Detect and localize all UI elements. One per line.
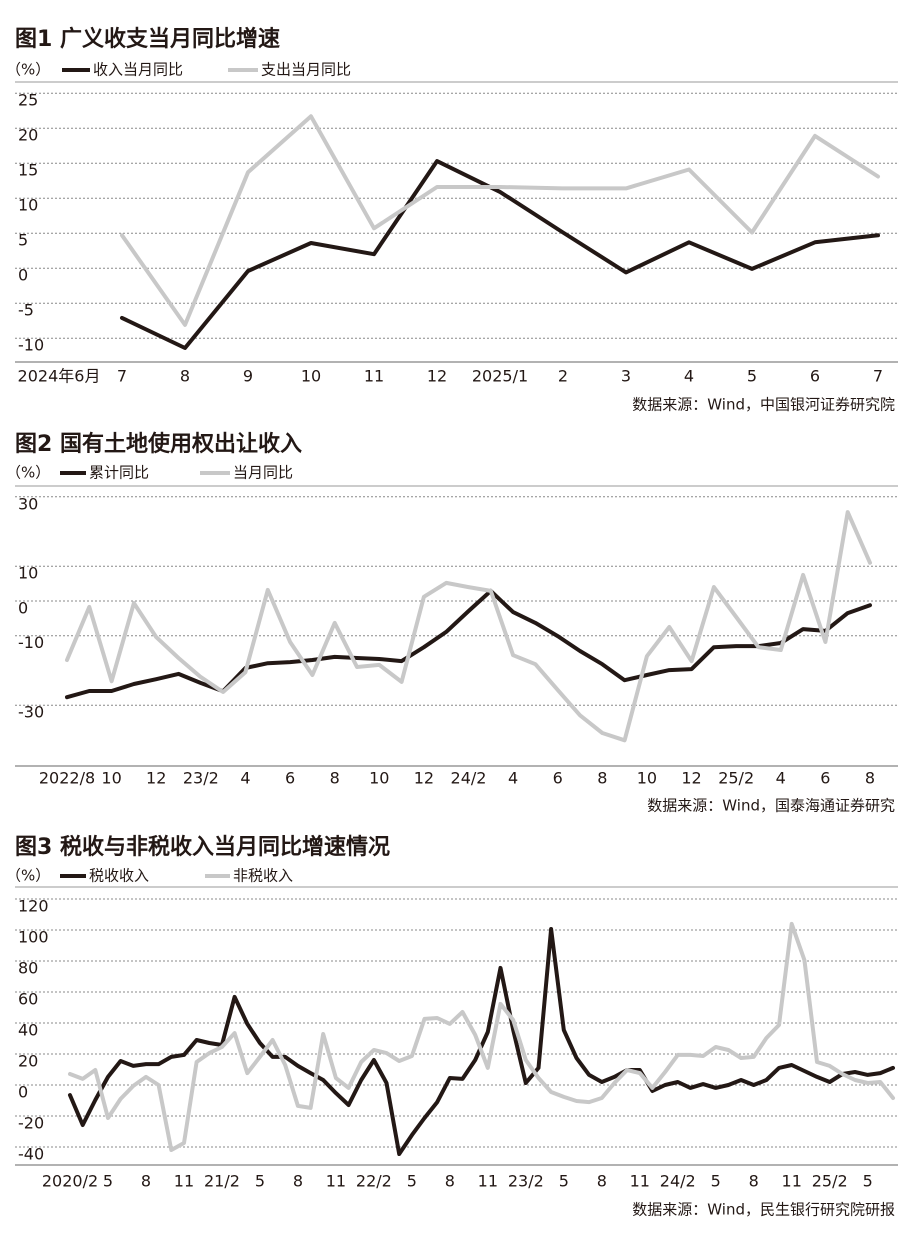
x-tick-label: 4 [240, 769, 250, 788]
x-tick-label: 5 [255, 1172, 265, 1191]
x-tick-label: 8 [597, 769, 607, 788]
x-tick-label: 8 [445, 1172, 455, 1191]
y-tick-label: -30 [18, 703, 44, 722]
x-tick-label: 2022/8 [39, 769, 95, 788]
x-tick-label: 4 [684, 367, 694, 386]
x-tick-label: 11 [478, 1172, 498, 1191]
x-tick-label: 12 [414, 769, 434, 788]
x-tick-label: 24/2 [660, 1172, 696, 1191]
y-unit: （%） [6, 464, 50, 482]
x-tick-label: 8 [597, 1172, 607, 1191]
x-tick-label: 10 [637, 769, 657, 788]
y-unit: （%） [6, 867, 50, 885]
x-tick-label: 12 [427, 367, 447, 386]
legend-label: 当月同比 [233, 464, 293, 482]
x-tick-label: 2 [558, 367, 568, 386]
x-tick-label: 11 [364, 367, 384, 386]
x-tick-label: 5 [559, 1172, 569, 1191]
x-tick-label: 6 [285, 769, 295, 788]
x-tick-label: 21/2 [204, 1172, 240, 1191]
source-note: 数据来源：Wind，国泰海通证券研究 [647, 797, 895, 815]
chart-title: 图3 税收与非税收入当月同比增速情况 [15, 834, 390, 860]
y-tick-label: 60 [18, 989, 38, 1008]
x-tick-label: 2020/2 [42, 1172, 98, 1191]
x-tick-label: 5 [747, 367, 757, 386]
y-tick-label: 25 [18, 91, 38, 110]
x-tick-label: 11 [326, 1172, 346, 1191]
x-tick-label: 25/2 [718, 769, 754, 788]
y-tick-label: -20 [18, 1114, 44, 1133]
x-tick-label: 3 [621, 367, 631, 386]
x-tick-label: 11 [174, 1172, 194, 1191]
y-tick-label: 100 [18, 927, 49, 946]
data-line [120, 159, 880, 350]
x-tick-label: 11 [782, 1172, 802, 1191]
legend-label: 收入当月同比 [93, 61, 183, 79]
x-tick-label: 10 [301, 367, 321, 386]
x-tick-label: 25/2 [812, 1172, 848, 1191]
y-tick-label: 0 [18, 1082, 28, 1101]
x-tick-label: 4 [508, 769, 518, 788]
y-tick-label: -40 [18, 1145, 44, 1164]
y-tick-label: 30 [18, 494, 38, 513]
x-tick-label: 10 [101, 769, 121, 788]
y-tick-label: 80 [18, 958, 38, 977]
y-tick-label: 10 [18, 564, 38, 583]
y-tick-label: 20 [18, 1051, 38, 1070]
data-line [68, 921, 895, 1152]
x-tick-label: 2024年6月 [18, 367, 101, 386]
x-tick-label: 5 [863, 1172, 873, 1191]
x-tick-label: 4 [776, 769, 786, 788]
x-tick-label: 8 [293, 1172, 303, 1191]
y-unit: （%） [6, 61, 50, 79]
data-line [120, 114, 880, 327]
x-tick-label: 5 [407, 1172, 417, 1191]
y-tick-label: -10 [18, 336, 44, 355]
y-tick-label: 120 [18, 896, 49, 915]
x-tick-label: 23/2 [508, 1172, 544, 1191]
legend-label: 非税收入 [233, 867, 293, 885]
source-note: 数据来源：Wind，民生银行研究院研报 [632, 1201, 895, 1219]
x-tick-label: 24/2 [451, 769, 487, 788]
x-tick-label: 7 [117, 367, 127, 386]
y-tick-label: 40 [18, 1020, 38, 1039]
legend-label: 累计同比 [89, 464, 149, 482]
y-tick-label: 0 [18, 598, 28, 617]
chart-title: 图2 国有土地使用权出让收入 [15, 431, 302, 457]
x-tick-label: 8 [749, 1172, 759, 1191]
x-tick-label: 9 [243, 367, 253, 386]
y-tick-label: 10 [18, 196, 38, 215]
x-tick-label: 12 [146, 769, 166, 788]
x-tick-label: 6 [820, 769, 830, 788]
legend-label: 支出当月同比 [261, 61, 351, 79]
x-tick-label: 2025/1 [472, 367, 528, 386]
x-tick-label: 10 [369, 769, 389, 788]
y-tick-label: -10 [18, 633, 44, 652]
chart-title: 图1 广义收支当月同比增速 [15, 26, 280, 52]
x-tick-label: 8 [141, 1172, 151, 1191]
x-tick-label: 6 [810, 367, 820, 386]
x-tick-label: 22/2 [356, 1172, 392, 1191]
legend-label: 税收收入 [89, 867, 149, 885]
x-tick-label: 5 [711, 1172, 721, 1191]
y-tick-label: -5 [18, 301, 34, 320]
x-tick-label: 11 [630, 1172, 650, 1191]
x-tick-label: 5 [103, 1172, 113, 1191]
x-tick-label: 7 [873, 367, 883, 386]
data-line [68, 927, 895, 1156]
x-tick-label: 6 [553, 769, 563, 788]
x-tick-label: 8 [330, 769, 340, 788]
data-line [65, 510, 872, 743]
y-tick-label: 15 [18, 161, 38, 180]
x-tick-label: 23/2 [183, 769, 219, 788]
x-tick-label: 8 [865, 769, 875, 788]
x-tick-label: 12 [681, 769, 701, 788]
y-tick-label: 0 [18, 266, 28, 285]
source-note: 数据来源：Wind，中国银河证券研究院 [632, 396, 895, 414]
x-tick-label: 8 [180, 367, 190, 386]
data-line [65, 588, 872, 700]
y-tick-label: 20 [18, 126, 38, 145]
y-tick-label: 5 [18, 231, 28, 250]
